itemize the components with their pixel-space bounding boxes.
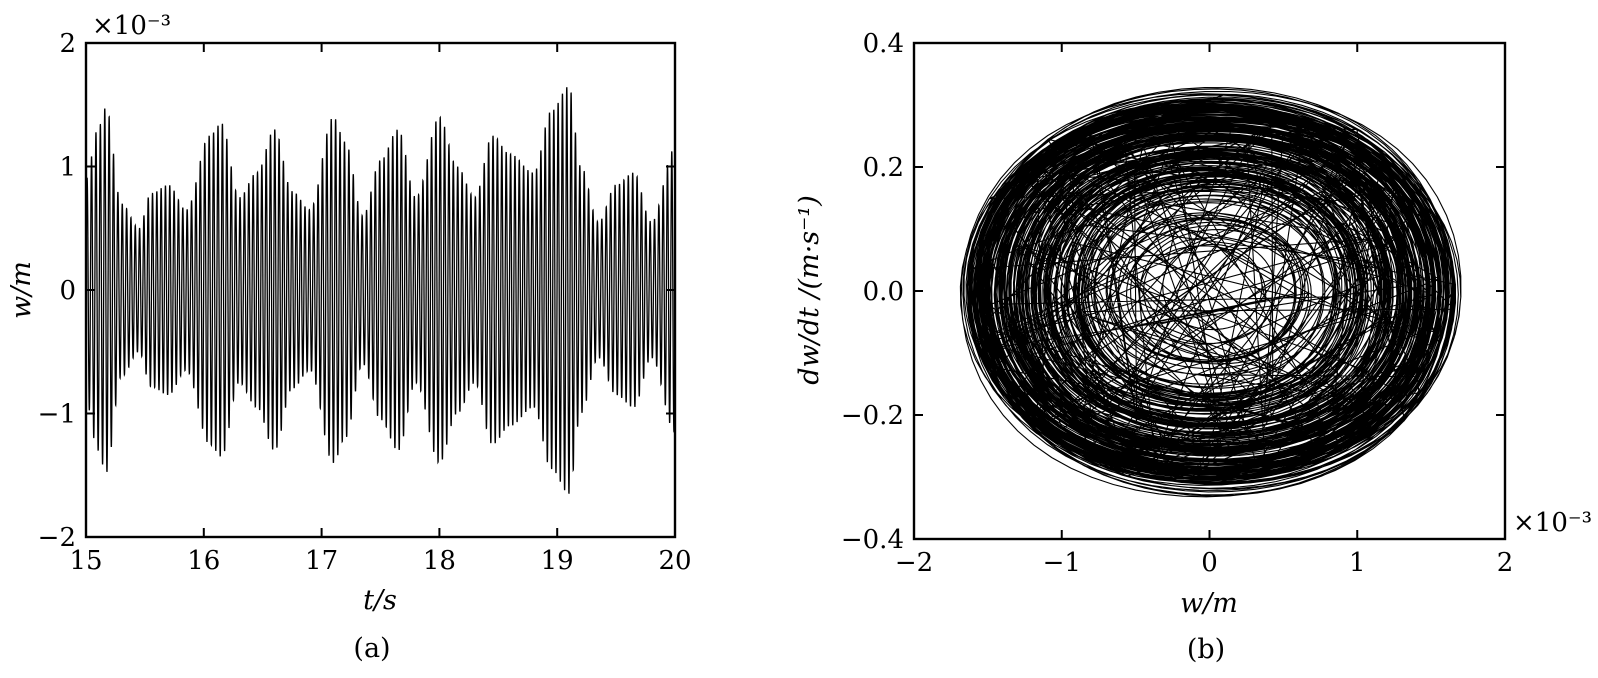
panel-b-x-tick-label: 0 — [1201, 548, 1218, 578]
panel-a-x-tick-label: 15 — [69, 546, 102, 576]
panel-b-y-tick-label: 0.4 — [863, 29, 904, 59]
panel-b-x-tick-label: 1 — [1349, 548, 1366, 578]
panel-a-x-tick-label: 16 — [187, 546, 220, 576]
panel-b-ticks: −2 −1 0 1 2 0.4 0.2 0.0 −0.2 −0.4 — [841, 29, 1513, 578]
panel-a-x-tick-label: 17 — [305, 546, 338, 576]
panel-b: −2 −1 0 1 2 0.4 0.2 0.0 −0.2 −0.4 ×10⁻³ w/m dw/dt… — [794, 29, 1592, 665]
panel-a-y-scale-text: ×10⁻³ — [92, 11, 171, 41]
panel-a-y-tick-label: −2 — [38, 523, 76, 553]
panel-a-series-line — [86, 87, 675, 494]
panel-a-x-tick-label: 20 — [658, 546, 691, 576]
panel-b-y-tick-label: 0.2 — [863, 153, 904, 183]
panel-a-caption: (a) — [353, 633, 390, 664]
panel-b-y-tick-label: −0.2 — [841, 401, 904, 431]
panel-a-x-tick-label: 19 — [541, 546, 574, 576]
panel-a-xlabel: t/s — [363, 585, 397, 616]
panel-a-y-tick-label: 0 — [59, 276, 76, 306]
panel-b-x-tick-label: 2 — [1497, 548, 1514, 578]
panel-b-y-tick-label: 0.0 — [863, 277, 904, 307]
panel-a-y-scale: ×10⁻³ — [92, 11, 171, 41]
panel-a-x-tick-label: 18 — [423, 546, 456, 576]
panel-a-y-tick-label: −1 — [38, 400, 76, 430]
panel-a-ylabel: w/m — [6, 261, 37, 319]
panel-b-xlabel: w/m — [1180, 588, 1238, 619]
panel-b-x-tick-label: −2 — [895, 548, 933, 578]
panel-b-caption: (b) — [1187, 634, 1225, 665]
panel-a-y-tick-label: 2 — [59, 29, 76, 59]
panel-a-y-tick-label: 1 — [59, 153, 76, 183]
panel-b-x-scale: ×10⁻³ — [1513, 508, 1592, 538]
panel-b-y-tick-label: −0.4 — [841, 525, 904, 555]
panel-a-line — [86, 87, 675, 494]
panel-b-series-line — [959, 87, 1462, 498]
panel-b-x-tick-label: −1 — [1043, 548, 1081, 578]
panel-b-ylabel: dw/dt /(m·s⁻¹) — [794, 195, 825, 385]
panel-b-trajectory — [959, 87, 1462, 498]
panel-b-x-scale-text: ×10⁻³ — [1513, 508, 1592, 538]
